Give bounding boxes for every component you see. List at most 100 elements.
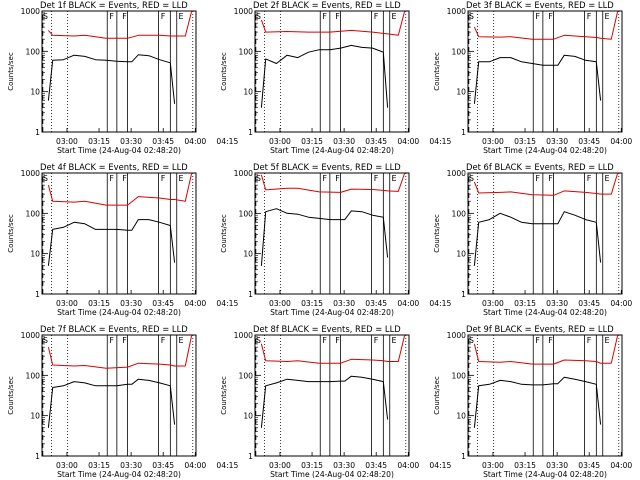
y-tick-label: 1000 — [234, 7, 253, 16]
flag-label: F — [374, 12, 379, 21]
plot-frame — [254, 10, 410, 133]
lld-series-line — [473, 172, 619, 196]
flag-label: F — [335, 174, 340, 183]
y-tick-label: 1000 — [21, 331, 40, 340]
y-axis-label: Counts/sec — [7, 214, 15, 253]
events-series-line — [473, 376, 602, 428]
plot-frame — [467, 10, 623, 133]
x-tick-label: 03:45 — [578, 299, 600, 308]
x-tick-label: 03:30 — [546, 137, 568, 146]
flag-label: E — [604, 336, 609, 345]
x-tick-label: 03:30 — [546, 299, 568, 308]
x-tick-label: 03:00 — [56, 137, 78, 146]
x-tick-label: 03:00 — [269, 299, 291, 308]
chart-panel: Det 2f BLACK = Events, RED = LLD 1 10 100 10… — [220, 0, 451, 155]
flag-label: E — [178, 336, 183, 345]
flag-label: F — [161, 336, 166, 345]
y-axis-label: Counts/sec — [220, 376, 228, 415]
flag-label: E — [178, 12, 183, 21]
flag-label: F — [161, 12, 166, 21]
x-tick-label: 03:00 — [482, 299, 504, 308]
flag-label: E — [604, 174, 609, 183]
y-axis-label: Counts/sec — [220, 214, 228, 253]
flag-label: F — [587, 12, 592, 21]
x-axis-label: Start Time (24-Aug-04 02:48:20) — [57, 308, 181, 317]
y-tick-label: 1 — [248, 290, 253, 299]
flag-label: S — [256, 12, 261, 21]
x-tick-label: 03:15 — [514, 461, 536, 470]
flag-label: F — [109, 12, 114, 21]
x-axis-label: Start Time (24-Aug-04 02:48:20) — [270, 146, 394, 155]
chart-panel: Det 6f BLACK = Events, RED = LLD 1 10 100 10… — [433, 162, 632, 317]
flag-label: S — [256, 174, 261, 183]
chart-title: Det 5f BLACK = Events, RED = LLD — [253, 162, 401, 172]
x-tick-label: 04:00 — [610, 137, 632, 146]
y-tick-label: 100 — [239, 371, 254, 380]
events-series-line — [47, 219, 176, 266]
flag-label: F — [548, 336, 553, 345]
x-tick-label: 03:45 — [152, 299, 174, 308]
flag-label: S — [469, 174, 474, 183]
y-tick-label: 1 — [35, 290, 40, 299]
x-tick-label: 03:15 — [88, 461, 110, 470]
plot-frame — [467, 334, 623, 457]
x-tick-label: 03:30 — [120, 299, 142, 308]
flag-label: F — [161, 174, 166, 183]
x-tick-label: 03:00 — [56, 461, 78, 470]
y-tick-label: 100 — [26, 47, 41, 56]
plot-frame — [467, 172, 623, 295]
flag-label: E — [178, 174, 183, 183]
flag-label: F — [322, 336, 327, 345]
x-tick-label: 03:15 — [88, 137, 110, 146]
flag-label: S — [43, 336, 48, 345]
x-tick-label: 04:00 — [184, 299, 206, 308]
x-tick-label: 03:15 — [514, 299, 536, 308]
y-tick-label: 1 — [461, 290, 466, 299]
y-tick-label: 1000 — [21, 169, 40, 178]
x-tick-label: 04:00 — [397, 461, 419, 470]
lld-series-line — [48, 10, 193, 39]
y-tick-label: 1 — [35, 128, 40, 137]
x-tick-label: 03:30 — [120, 137, 142, 146]
y-tick-label: 1000 — [234, 331, 253, 340]
flag-label: F — [535, 174, 540, 183]
flag-label: E — [604, 12, 609, 21]
plot-frame — [254, 334, 410, 457]
y-tick-label: 1000 — [447, 331, 466, 340]
chart-title: Det 7f BLACK = Events, RED = LLD — [40, 324, 188, 334]
x-tick-label: 03:30 — [120, 461, 142, 470]
flag-label: F — [587, 336, 592, 345]
events-series-line — [260, 208, 389, 266]
chart-panel: Det 9f BLACK = Events, RED = LLD 1 10 100 10… — [433, 324, 632, 479]
x-tick-label: 03:00 — [269, 461, 291, 470]
x-tick-label: 04:00 — [397, 137, 419, 146]
x-tick-label: 04:15 — [216, 299, 238, 308]
flag-label: F — [122, 12, 127, 21]
x-tick-label: 04:15 — [429, 299, 451, 308]
flag-label: F — [335, 12, 340, 21]
chart-title: Det 6f BLACK = Events, RED = LLD — [466, 162, 614, 172]
x-tick-label: 03:00 — [56, 299, 78, 308]
x-tick-label: 03:30 — [546, 461, 568, 470]
y-tick-label: 1 — [461, 128, 466, 137]
plot-frame — [41, 172, 197, 295]
flag-label: F — [374, 336, 379, 345]
events-series-line — [47, 54, 176, 104]
y-axis-label: Counts/sec — [433, 376, 441, 415]
x-axis-label: Start Time (24-Aug-04 02:48:20) — [270, 308, 394, 317]
lld-series-line — [260, 334, 406, 364]
flag-label: F — [548, 174, 553, 183]
events-series-line — [260, 375, 389, 428]
chart-title: Det 3f BLACK = Events, RED = LLD — [466, 0, 614, 10]
flag-label: F — [587, 174, 592, 183]
chart-title: Det 4f BLACK = Events, RED = LLD — [40, 162, 188, 172]
flag-label: F — [122, 174, 127, 183]
events-series-line — [473, 211, 602, 266]
x-tick-label: 03:45 — [578, 461, 600, 470]
flag-label: F — [335, 336, 340, 345]
flag-label: F — [322, 174, 327, 183]
plot-frame — [254, 172, 410, 295]
y-axis-label: Counts/sec — [433, 52, 441, 91]
x-tick-label: 03:00 — [482, 137, 504, 146]
